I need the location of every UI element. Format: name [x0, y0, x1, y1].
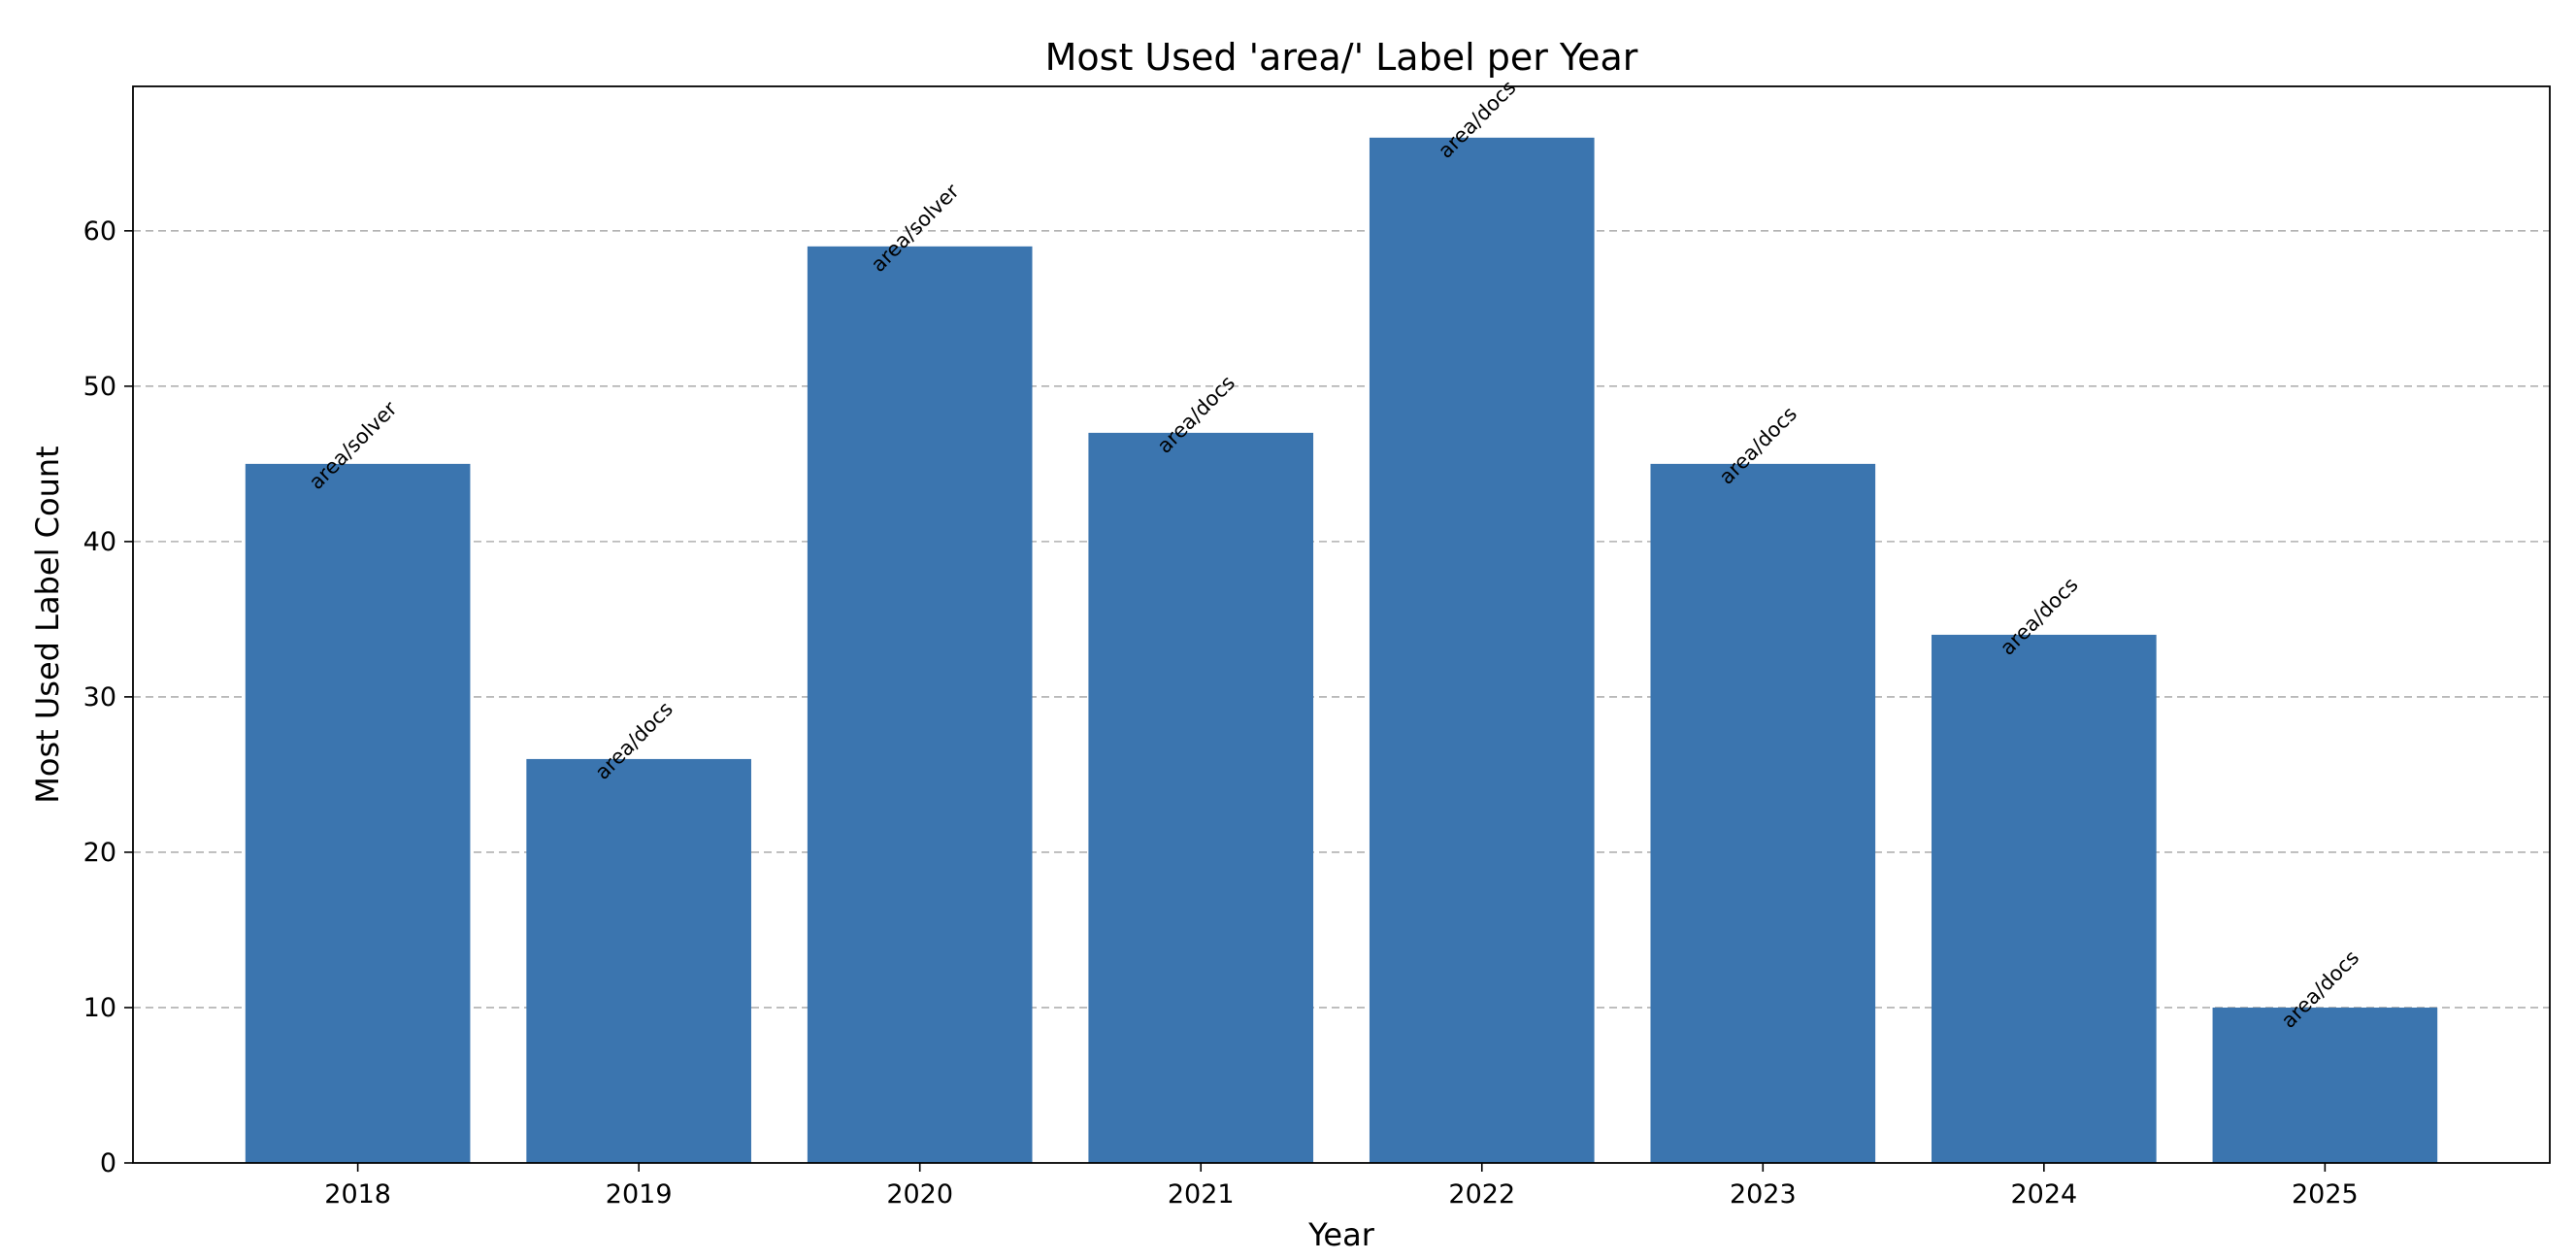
- bar-2021: [1088, 432, 1314, 1163]
- chart-title: Most Used 'area/' Label per Year: [1045, 36, 1638, 79]
- bar-2019: [526, 758, 751, 1163]
- x-tick-label-2022: 2022: [1448, 1179, 1515, 1210]
- x-tick-label-2019: 2019: [606, 1179, 673, 1210]
- x-tick-label-2018: 2018: [324, 1179, 391, 1210]
- grid-layer: [133, 230, 2550, 1009]
- x-tick-label-2025: 2025: [2292, 1179, 2359, 1210]
- bar-layer: [245, 137, 2438, 1164]
- tick-layer: 0 10 20 30 40 50 60 2018 2019 2020 2021 2022 2023 202…: [83, 216, 2359, 1210]
- y-tick-label-50: 50: [83, 372, 116, 402]
- x-axis-label: Year: [1307, 1216, 1375, 1253]
- y-tick-label-30: 30: [83, 682, 116, 713]
- bar-2018: [245, 463, 471, 1163]
- plot-frame: [132, 85, 2551, 1164]
- bar-2020: [807, 246, 1033, 1164]
- x-tick-label-2021: 2021: [1168, 1179, 1235, 1210]
- y-tick-label-60: 60: [83, 216, 116, 247]
- y-tick-label-0: 0: [100, 1148, 116, 1178]
- y-tick-label-10: 10: [83, 993, 116, 1023]
- x-tick-label-2023: 2023: [1730, 1179, 1797, 1210]
- bar-2022: [1369, 137, 1595, 1163]
- y-tick-label-40: 40: [83, 527, 116, 557]
- y-tick-label-20: 20: [83, 838, 116, 868]
- y-axis-label: Most Used Label Count: [29, 446, 66, 803]
- bar-2025: [2212, 1007, 2438, 1163]
- bar-2023: [1650, 463, 1876, 1163]
- x-tick-label-2024: 2024: [2010, 1179, 2077, 1210]
- x-tick-label-2020: 2020: [886, 1179, 953, 1210]
- bar-2024: [1932, 634, 2157, 1163]
